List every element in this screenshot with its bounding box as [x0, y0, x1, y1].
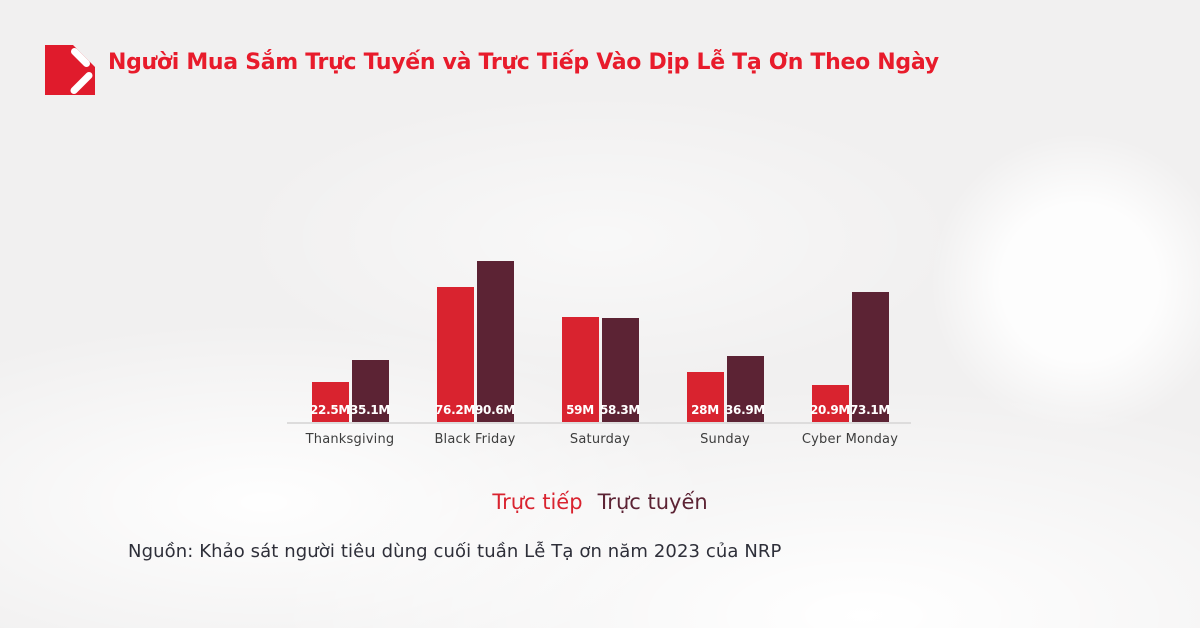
legend-item-online: Trực tuyến	[597, 490, 708, 514]
bar-groups-row: 22.5M 35.1M Thanksgiving 76.2M 90.6M Black Fr…	[289, 240, 911, 447]
bar-value-label: 76.2M	[434, 403, 476, 417]
bar-value-label: 58.3M	[599, 403, 641, 417]
bar-pair: 76.2M 90.6M	[434, 240, 516, 422]
category-label: Sunday	[700, 432, 750, 447]
source-note: Nguồn: Khảo sát người tiêu dùng cuối tuầ…	[128, 541, 782, 562]
in-person-bar: 20.9M	[809, 384, 851, 422]
category-label: Saturday	[569, 432, 631, 447]
in-person-bar: 28M	[686, 372, 724, 422]
bar-value-label: 59M	[566, 403, 594, 417]
bar-chart: 22.5M 35.1M Thanksgiving 76.2M 90.6M Black Fr…	[287, 240, 911, 447]
in-person-bar: 76.2M	[434, 286, 476, 422]
category-label: Black Friday	[434, 432, 516, 447]
category-label: Cyber Monday	[801, 432, 899, 447]
bar-group: 59M 58.3M Saturday	[539, 240, 661, 447]
bar-group: 28M 36.9M Sunday	[664, 240, 786, 447]
page-title: Người Mua Sắm Trực Tuyến và Trực Tiếp Và…	[108, 50, 939, 75]
bar-value-label: 90.6M	[474, 403, 516, 417]
bar-pair: 22.5M 35.1M	[309, 240, 391, 422]
bar-group: 22.5M 35.1M Thanksgiving	[289, 240, 411, 447]
online-bar: 73.1M	[849, 292, 891, 422]
brand-logo	[45, 45, 95, 95]
category-label: Thanksgiving	[305, 432, 395, 447]
in-person-bar: 59M	[561, 317, 599, 422]
bar-group: 76.2M 90.6M Black Friday	[414, 240, 536, 447]
bar-value-label: 22.5M	[309, 403, 351, 417]
bar-pair: 28M 36.9M	[686, 240, 766, 422]
chart-legend: Trực tiếp Trực tuyến	[0, 490, 1200, 514]
online-bar: 90.6M	[474, 261, 516, 422]
bar-value-label: 35.1M	[349, 403, 391, 417]
legend-item-in-person: Trực tiếp	[492, 490, 583, 514]
bar-group: 20.9M 73.1M Cyber Monday	[789, 240, 911, 447]
logo-square-shape	[45, 45, 95, 95]
bar-value-label: 73.1M	[849, 403, 891, 417]
bar-value-label: 20.9M	[809, 403, 851, 417]
bar-value-label: 36.9M	[724, 403, 766, 417]
online-bar: 36.9M	[724, 356, 766, 422]
in-person-bar: 22.5M	[309, 382, 351, 422]
logo-chevron-bottom-stroke	[70, 72, 93, 94]
bar-pair: 59M 58.3M	[561, 240, 641, 422]
online-bar: 58.3M	[599, 318, 641, 422]
chart-baseline	[287, 422, 911, 424]
bar-pair: 20.9M 73.1M	[809, 240, 891, 422]
bar-value-label: 28M	[691, 403, 719, 417]
online-bar: 35.1M	[349, 359, 391, 422]
logo-chevron-top-stroke	[71, 48, 90, 67]
